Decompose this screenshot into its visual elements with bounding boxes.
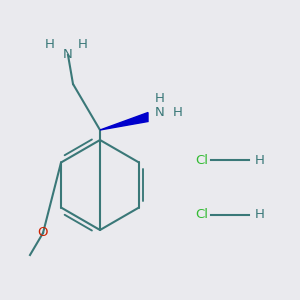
Text: Cl: Cl [195, 154, 208, 166]
Text: H: H [255, 154, 265, 166]
Text: H: H [155, 92, 165, 104]
Polygon shape [100, 112, 148, 130]
Text: O: O [38, 226, 48, 239]
Text: N: N [155, 106, 165, 118]
Text: Cl: Cl [195, 208, 208, 221]
Text: H: H [255, 208, 265, 221]
Text: N: N [63, 49, 73, 62]
Text: H: H [78, 38, 88, 50]
Text: H: H [45, 38, 55, 50]
Text: H: H [173, 106, 183, 118]
